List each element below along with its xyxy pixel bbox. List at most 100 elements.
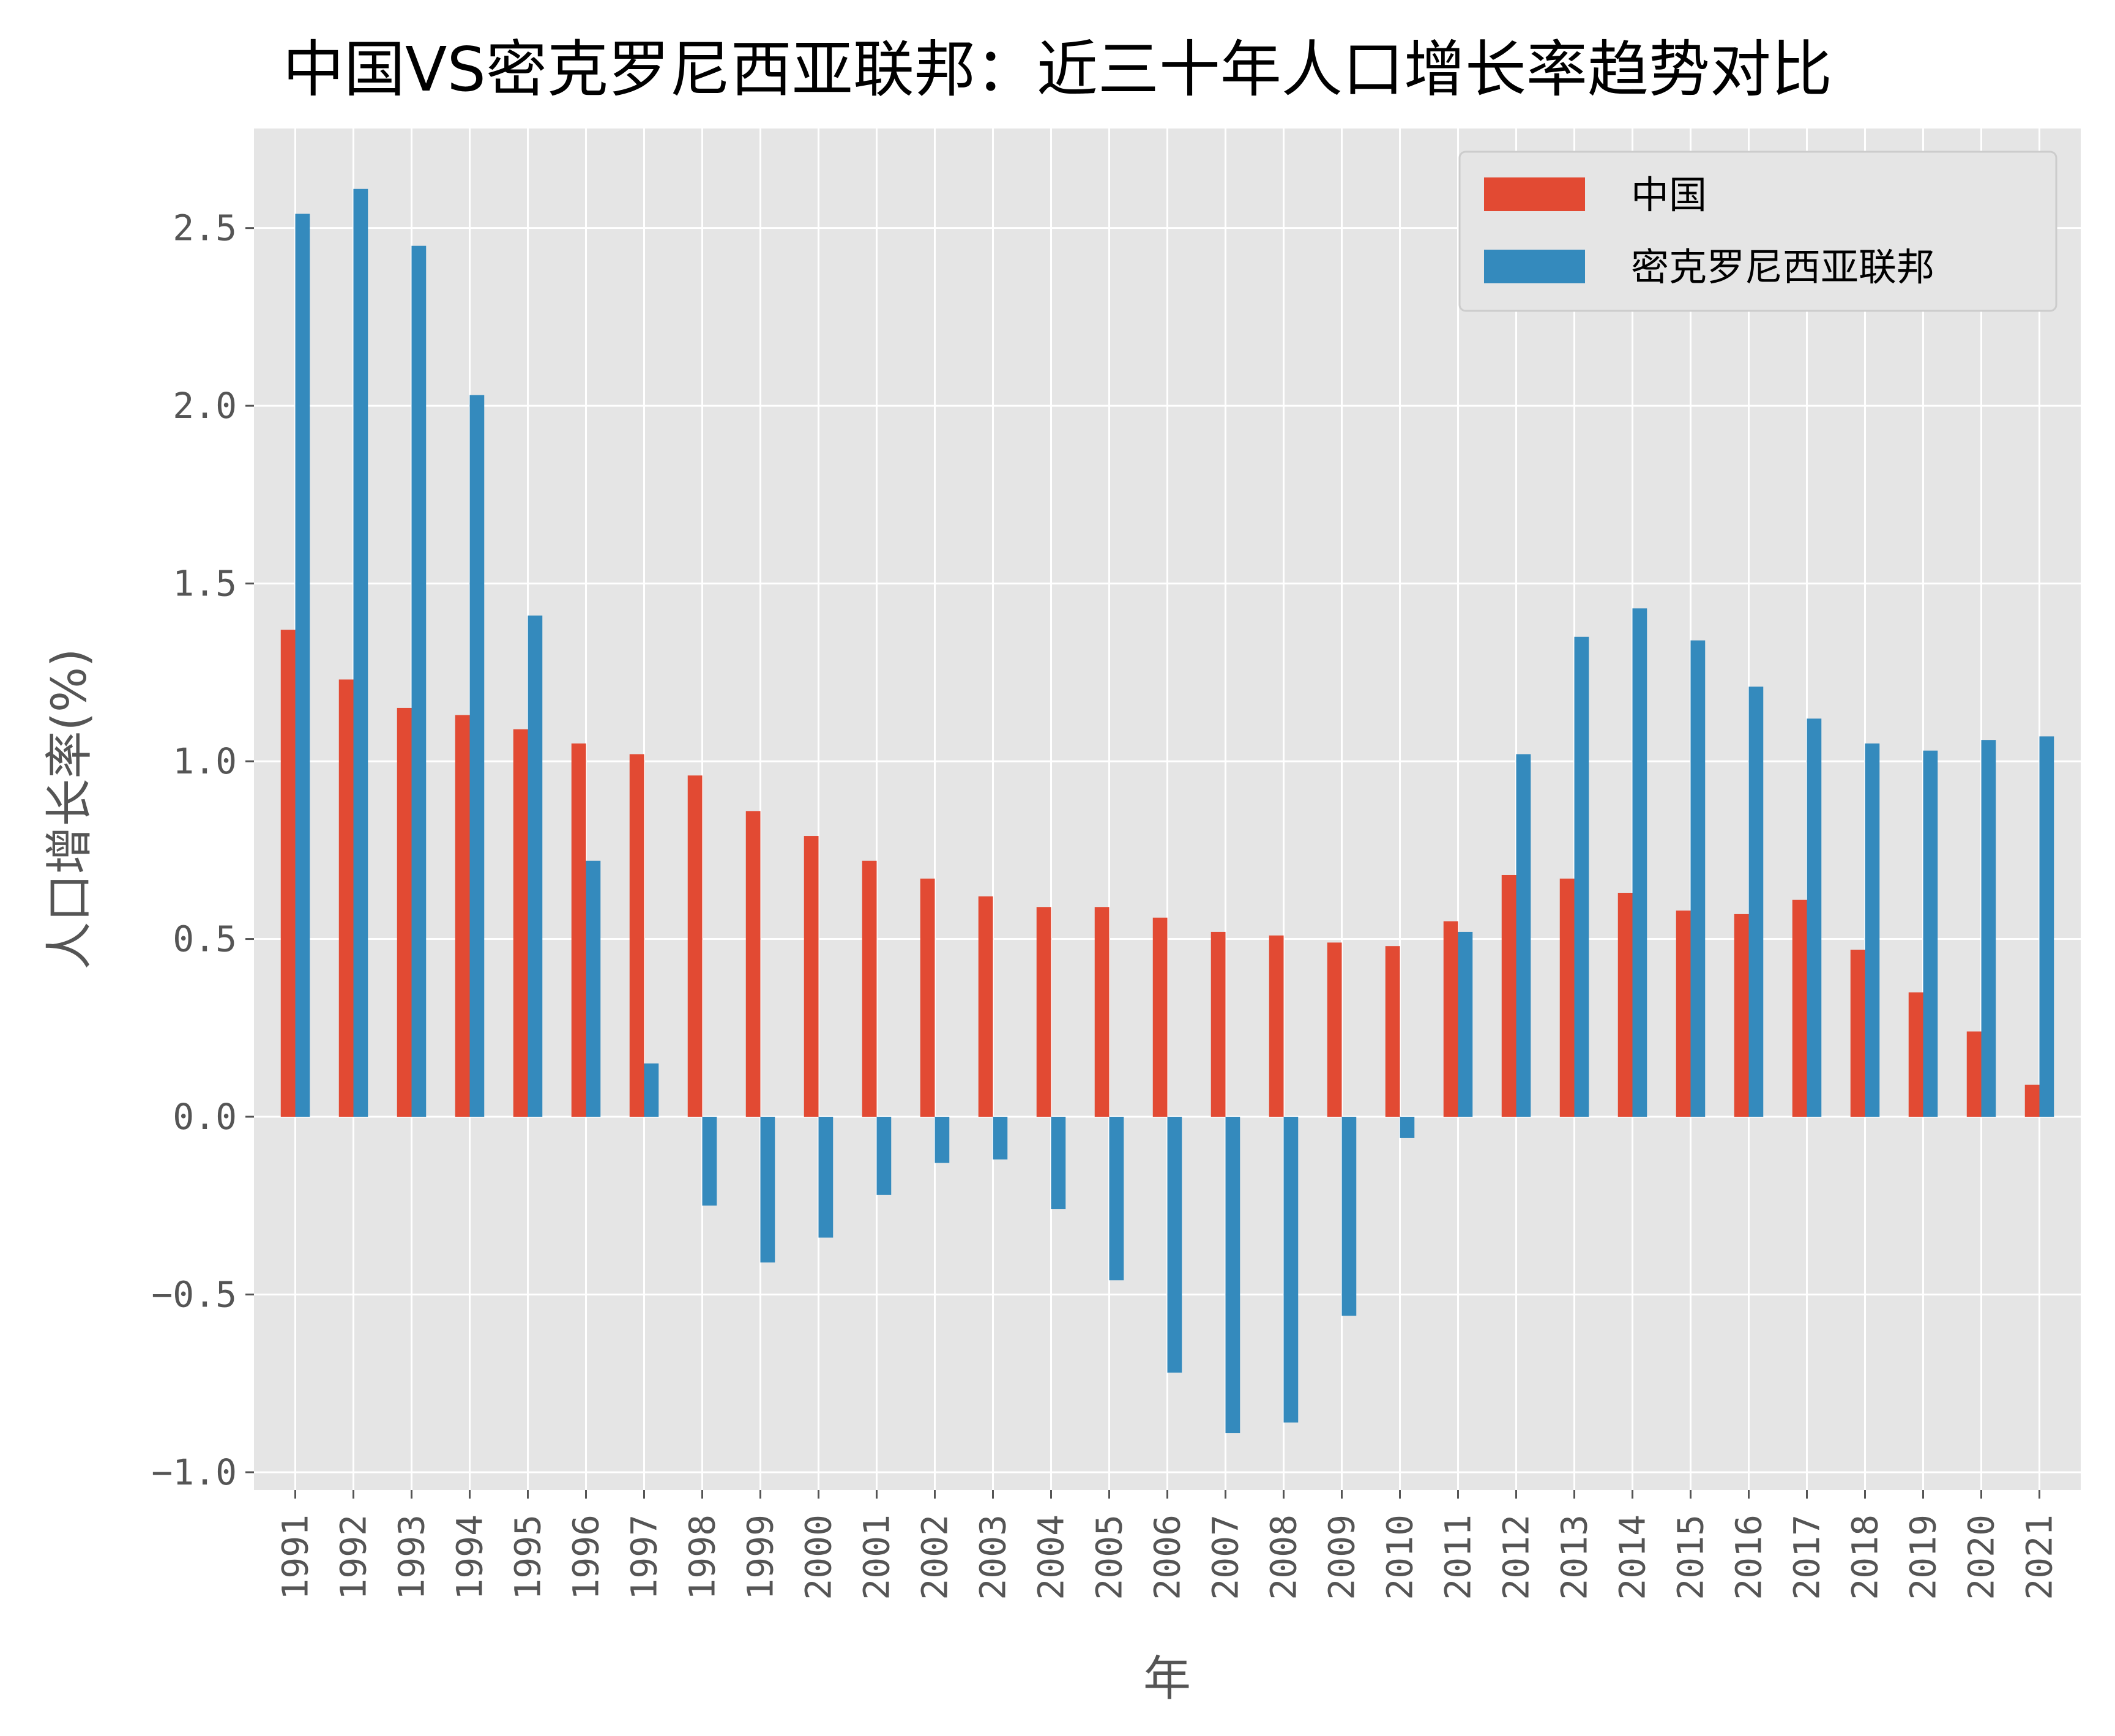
bar-micronesia-1993: [411, 245, 427, 1117]
bar-micronesia-2018: [1865, 743, 1880, 1117]
x-tick-label: 2002: [914, 1514, 956, 1600]
y-tick-label: 2.0: [173, 385, 237, 427]
bar-china-2014: [1617, 893, 1633, 1117]
y-tick-label: −0.5: [151, 1273, 237, 1315]
x-tick-label: 2021: [2019, 1514, 2061, 1600]
bar-micronesia-2000: [818, 1117, 834, 1238]
x-tick-label: 1992: [333, 1514, 375, 1600]
x-tick-label: 1997: [624, 1514, 665, 1600]
bar-micronesia-2003: [993, 1117, 1008, 1160]
y-tick-label: 1.0: [173, 740, 237, 782]
y-tick-label: 0.0: [173, 1096, 237, 1138]
bar-micronesia-2008: [1283, 1117, 1299, 1423]
bar-china-1997: [629, 754, 644, 1117]
bar-china-2018: [1850, 949, 1865, 1117]
x-tick-label: 2019: [1903, 1514, 1944, 1600]
bars: [280, 188, 2054, 1434]
bar-china-2015: [1676, 911, 1691, 1117]
bar-china-2020: [1966, 1031, 1982, 1117]
legend-label-china: 中国: [1631, 173, 1707, 217]
x-axis-ticks: 1991 1992 1993 1994 1995 1996 1997 1998 1999 2000…: [275, 1490, 2061, 1600]
x-tick-label: 2006: [1147, 1514, 1188, 1600]
y-axis-label: 人口增长率(%): [42, 649, 97, 970]
bar-china-1996: [571, 743, 586, 1117]
x-tick-label: 1999: [740, 1514, 781, 1600]
x-tick-label: 1993: [391, 1514, 433, 1600]
x-tick-label: 2008: [1263, 1514, 1305, 1600]
x-tick-label: 2005: [1089, 1514, 1130, 1600]
bar-china-2004: [1036, 907, 1051, 1117]
x-tick-label: 1994: [449, 1514, 491, 1600]
bar-micronesia-2007: [1225, 1117, 1240, 1434]
bar-china-2000: [804, 836, 819, 1117]
bar-micronesia-2005: [1109, 1117, 1124, 1281]
legend-label-micronesia: 密克罗尼西亚联邦: [1631, 245, 1934, 289]
legend: 中国 密克罗尼西亚联邦: [1458, 151, 2057, 312]
bar-china-2011: [1443, 921, 1458, 1117]
bar-china-2008: [1269, 935, 1284, 1117]
bar-china-1995: [513, 729, 528, 1117]
x-tick-label: 2010: [1379, 1514, 1421, 1600]
bar-china-2019: [1908, 992, 1923, 1117]
x-tick-label: 1996: [565, 1514, 607, 1600]
bar-micronesia-2013: [1574, 636, 1589, 1117]
x-tick-label: 2003: [972, 1514, 1014, 1600]
bar-micronesia-2006: [1167, 1117, 1182, 1373]
x-tick-label: 2017: [1786, 1514, 1828, 1600]
bar-micronesia-2010: [1400, 1117, 1415, 1138]
bar-china-1994: [455, 715, 470, 1117]
bar-micronesia-2011: [1458, 931, 1473, 1117]
x-tick-label: 2013: [1554, 1514, 1595, 1600]
bar-micronesia-1998: [702, 1117, 717, 1206]
x-tick-label: 1991: [275, 1514, 316, 1600]
x-axis-label: 年: [1143, 1652, 1191, 1707]
x-tick-label: 2018: [1845, 1514, 1886, 1600]
legend-swatch-micronesia: [1484, 250, 1585, 283]
bar-china-2013: [1559, 878, 1575, 1117]
legend-box: [1458, 151, 2057, 312]
bar-micronesia-2014: [1632, 608, 1647, 1117]
x-tick-label: 2001: [856, 1514, 898, 1600]
bar-china-2010: [1385, 946, 1400, 1117]
bar-china-2007: [1210, 931, 1226, 1117]
bar-micronesia-1997: [644, 1063, 659, 1117]
bar-china-1992: [338, 679, 354, 1117]
bar-china-2009: [1327, 942, 1342, 1117]
x-tick-label: 2012: [1496, 1514, 1537, 1600]
y-tick-label: 2.5: [173, 207, 237, 249]
x-tick-label: 1995: [507, 1514, 549, 1600]
bar-micronesia-2009: [1341, 1117, 1357, 1316]
bar-china-2017: [1792, 900, 1807, 1117]
bar-micronesia-1994: [469, 395, 485, 1117]
bar-micronesia-2021: [2039, 736, 2054, 1117]
legend-swatch-china: [1484, 177, 1585, 211]
bar-china-1993: [397, 707, 412, 1117]
bar-china-2006: [1152, 917, 1168, 1117]
bar-china-2005: [1094, 907, 1110, 1117]
x-tick-label: 2016: [1728, 1514, 1770, 1600]
bar-china-2002: [920, 878, 935, 1117]
bar-micronesia-2004: [1051, 1117, 1066, 1210]
bar-china-2003: [978, 896, 993, 1117]
bar-micronesia-2017: [1807, 718, 1822, 1117]
x-tick-label: 2009: [1321, 1514, 1363, 1600]
bar-micronesia-2020: [1981, 740, 1996, 1117]
bar-china-2016: [1734, 914, 1749, 1117]
bar-micronesia-2001: [876, 1117, 892, 1195]
x-tick-label: 2000: [798, 1514, 840, 1600]
y-axis-ticks: −1.0 −0.5 0.0 0.5 1.0 1.5 2.0 2.5: [151, 207, 254, 1493]
bar-china-2001: [862, 860, 877, 1117]
bar-china-1998: [687, 775, 703, 1117]
x-tick-label: 2015: [1670, 1514, 1712, 1600]
bar-micronesia-2012: [1516, 754, 1531, 1117]
bar-micronesia-1992: [353, 188, 368, 1117]
bar-micronesia-1996: [586, 860, 601, 1117]
bar-micronesia-2002: [934, 1117, 950, 1163]
x-tick-label: 2011: [1438, 1514, 1479, 1600]
bar-micronesia-2015: [1690, 640, 1706, 1117]
bar-micronesia-2016: [1748, 687, 1764, 1117]
bar-china-2021: [2024, 1084, 2040, 1117]
bar-china-1991: [280, 630, 296, 1117]
x-tick-label: 2007: [1205, 1514, 1247, 1600]
